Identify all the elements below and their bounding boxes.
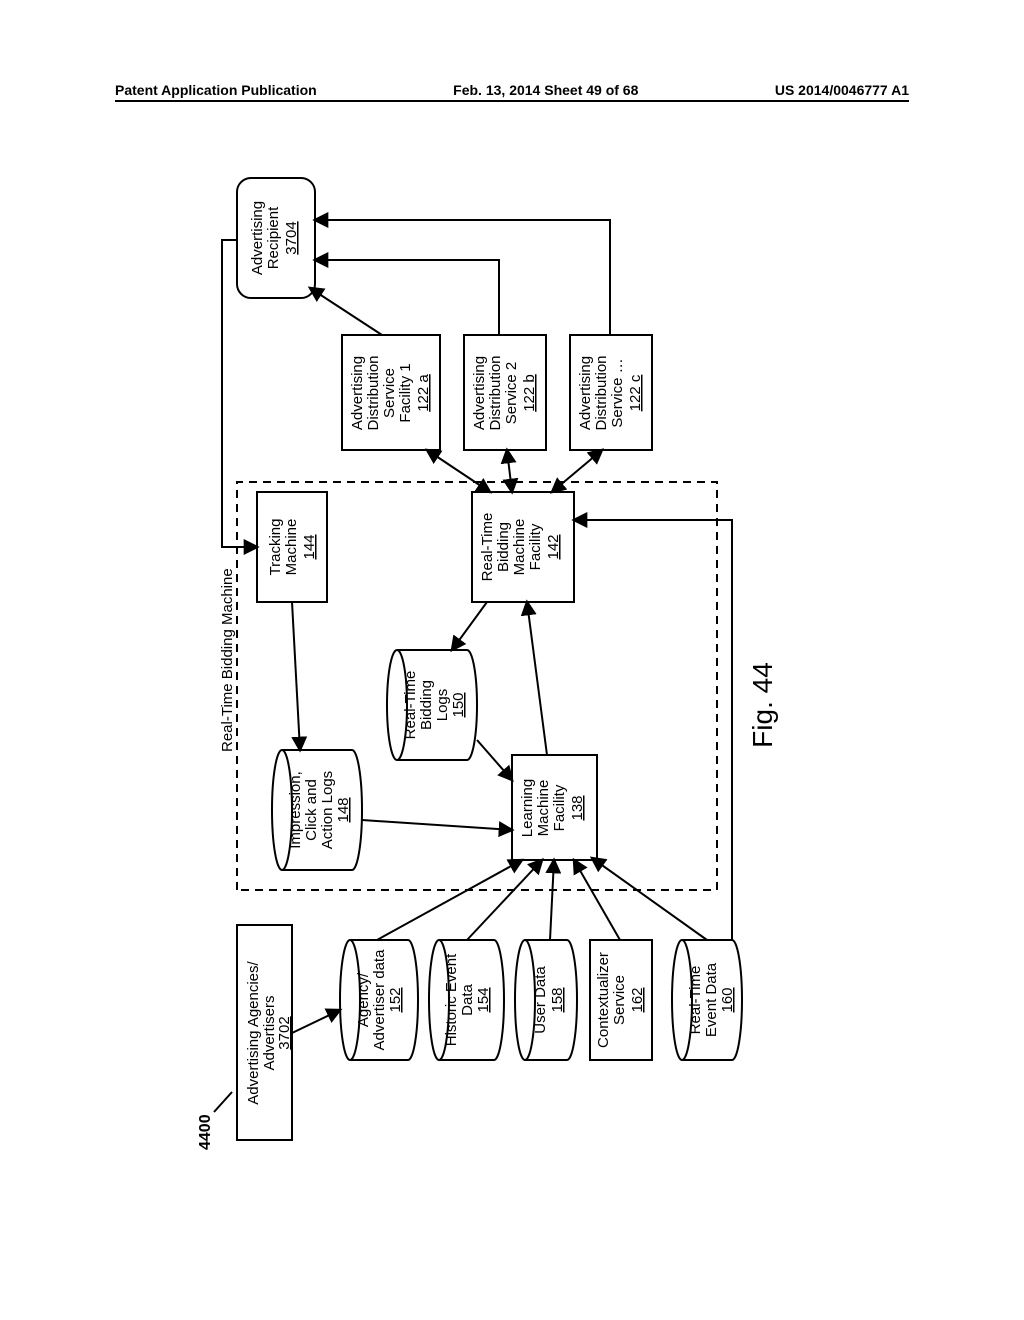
svg-text:122 b: 122 b [521,374,538,412]
svg-text:Advertising: Advertising [349,356,366,430]
svg-text:Real-Time: Real-Time [402,671,419,740]
svg-text:152: 152 [387,987,404,1012]
svg-text:3704: 3704 [283,221,300,254]
node-historic: Historic Event Data 154 [429,940,504,1060]
svg-text:Service: Service [611,975,628,1025]
svg-text:Impression,: Impression, [287,771,304,849]
svg-text:122 a: 122 a [415,374,432,412]
edge [292,602,300,750]
edge [552,450,602,492]
svg-text:Click and: Click and [303,779,320,841]
svg-text:Service: Service [381,368,398,418]
svg-text:148: 148 [335,797,352,822]
svg-text:142: 142 [545,534,562,559]
adv-agencies-l1: Advertising Agencies/ [245,960,262,1104]
edge [315,260,499,335]
rtbm-title: Real-Time Bidding Machine [219,568,236,752]
edge [310,288,382,335]
svg-text:Facility: Facility [551,784,568,831]
svg-text:Logs: Logs [434,689,451,722]
edge [452,602,487,650]
svg-text:Real-Time: Real-Time [687,966,704,1035]
svg-text:User Data: User Data [532,966,549,1034]
edge [477,740,512,780]
svg-text:138: 138 [569,795,586,820]
svg-text:Real-Time: Real-Time [479,513,496,582]
svg-text:150: 150 [450,692,467,717]
svg-text:Tracking: Tracking [267,519,284,576]
svg-text:Facility: Facility [527,523,544,570]
node-impression-logs: Impression, Click and Action Logs 148 [272,750,362,870]
header-left: Patent Application Publication [115,82,317,100]
svg-text:Recipient: Recipient [265,206,282,269]
edge [527,602,547,755]
svg-text:Historic Event: Historic Event [443,953,460,1046]
svg-text:160: 160 [719,987,736,1012]
svg-text:Advertising: Advertising [577,356,594,430]
edge [427,450,490,492]
svg-text:Distribution: Distribution [365,355,382,430]
svg-text:Learning: Learning [519,779,536,837]
edge [377,860,522,940]
svg-text:Machine: Machine [535,780,552,837]
figure-label: Fig. 44 [747,662,778,748]
svg-text:Advertiser data: Advertiser data [371,949,388,1051]
diagram-container: 4400 Real-Time Bidding Machine Advertisi… [192,170,832,1150]
svg-text:Event Data: Event Data [703,962,720,1037]
edge [550,860,554,940]
svg-text:Facility 1: Facility 1 [397,363,414,422]
edge [592,858,707,940]
edge [507,450,512,492]
node-user-data: User Data 158 [515,940,577,1060]
svg-text:122 c: 122 c [627,374,644,411]
svg-text:Distribution: Distribution [593,355,610,430]
svg-text:154: 154 [475,987,492,1012]
svg-text:Contextualizer: Contextualizer [595,952,612,1048]
svg-text:162: 162 [629,987,646,1012]
edge [362,820,512,830]
svg-text:Advertising: Advertising [471,356,488,430]
svg-text:Data: Data [459,984,476,1016]
page: Patent Application Publication Feb. 13, … [0,0,1024,1320]
svg-text:Bidding: Bidding [495,522,512,572]
header-center: Feb. 13, 2014 Sheet 49 of 68 [453,82,638,100]
edge [574,520,732,940]
svg-text:Service …: Service … [609,358,626,427]
svg-text:144: 144 [301,534,318,559]
adv-agencies-ref: 3702 [276,1016,293,1049]
svg-text:Distribution: Distribution [487,355,504,430]
svg-text:Action Logs: Action Logs [319,771,336,849]
svg-text:Machine: Machine [283,519,300,576]
edge [315,220,610,335]
edge [467,860,542,940]
edge [292,1010,340,1033]
svg-text:Advertising: Advertising [249,201,266,275]
node-agency-data: Agency/ Advertiser data 152 [340,940,418,1060]
svg-text:158: 158 [549,987,566,1012]
svg-text:Bidding: Bidding [418,680,435,730]
node-rt-logs: Real-Time Bidding Logs 150 [387,650,477,760]
header-right: US 2014/0046777 A1 [775,82,909,100]
svg-text:Machine: Machine [511,519,528,576]
node-rt-event: Real-Time Event Data 160 [672,940,742,1060]
diagram-id: 4400 [197,1114,214,1150]
svg-text:Agency/: Agency/ [355,972,372,1027]
flowchart-svg: 4400 Real-Time Bidding Machine Advertisi… [192,170,832,1150]
svg-text:Service 2: Service 2 [503,362,520,425]
page-header: Patent Application Publication Feb. 13, … [115,82,909,102]
